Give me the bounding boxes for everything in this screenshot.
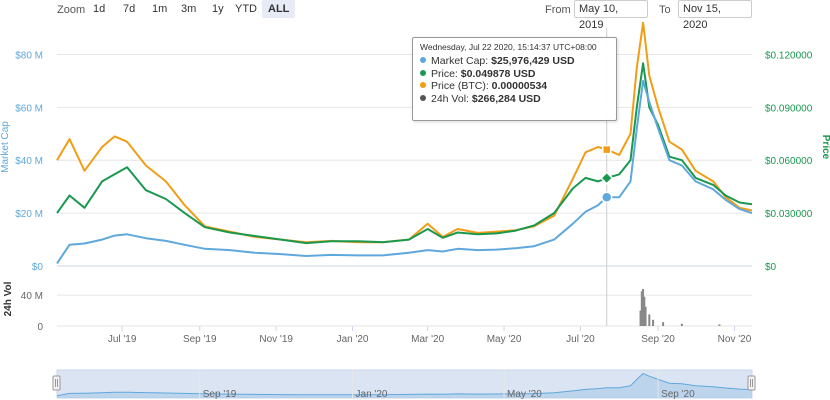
chart-tooltip: Wednesday, Jul 22 2020, 15:14:37 UTC+08:… [412, 37, 617, 121]
tooltip-row-market-cap: Market Cap: $25,976,429 USD [420, 55, 609, 68]
tooltip-row-price: Price: $0.049878 USD [420, 68, 609, 81]
price-dot-icon [420, 69, 426, 76]
x-axis-tick-label: Jul '20 [566, 334, 595, 345]
volume-axis-title: 24h Vol [3, 281, 14, 316]
tooltip-market-cap-value: $25,976,429 USD [491, 55, 575, 67]
right-axis-tick-label: $0.120000 [765, 50, 813, 61]
volume-axis-tick-label: 0 [37, 322, 43, 333]
price-btc-dot-icon [420, 82, 426, 88]
zoom-1y-button[interactable]: 1y [212, 3, 224, 15]
handle-grip [747, 375, 756, 391]
zoom-3m-button[interactable]: 3m [181, 3, 197, 15]
to-date-input[interactable]: Nov 15, 2020 [678, 0, 752, 31]
tooltip-volume-value: $266,284 USD [471, 92, 541, 105]
tooltip-row-volume: 24h Vol: $266,284 USD [420, 93, 609, 106]
tooltip-price-value: $0.049878 USD [460, 67, 536, 80]
volume-axis-tick-label: 40 M [21, 291, 43, 302]
x-axis-tick-label: Jul '19 [108, 334, 137, 345]
right-axis-tick-label: $0.090000 [765, 103, 813, 114]
volume-bar [642, 288, 645, 326]
zoom-1m-button[interactable]: 1m [152, 3, 168, 15]
volume-dot-icon [420, 94, 426, 101]
navigator-area [57, 373, 752, 398]
volume-bar [652, 319, 655, 326]
volume-bar [640, 291, 643, 326]
left-axis-tick-label: $40 M [15, 156, 43, 167]
from-date-input[interactable]: May 10, 2019 [574, 0, 648, 31]
navigator-tick-label: May '20 [507, 389, 542, 400]
navigator-tick-label: Sep '20 [661, 389, 695, 400]
right-axis-tick-label: $0.060000 [765, 156, 813, 167]
series-line-market-cap [56, 79, 753, 264]
tooltip-price-btc-label: Price (BTC): [431, 80, 489, 92]
tooltip-row-price-btc: Price (BTC): 0.00000534 [420, 80, 609, 93]
volume-bar [680, 323, 683, 326]
volume-bar [644, 306, 647, 326]
series-line-price-btc [56, 21, 753, 244]
to-label: To [659, 4, 671, 16]
left-axis-tick-label: $0 [32, 262, 44, 273]
zoom-ytd-button[interactable]: YTD [235, 3, 257, 15]
hover-marker-price [600, 171, 614, 185]
navigator-tick-label: Jan '20 [356, 389, 388, 400]
right-axis-title: Price [820, 135, 830, 160]
right-axis-tick-label: $0.030000 [765, 209, 813, 220]
zoom-all-button[interactable]: ALL [262, 0, 296, 18]
tooltip-header: Wednesday, Jul 22 2020, 15:14:37 UTC+08:… [420, 42, 597, 52]
left-axis-tick-label: $60 M [15, 103, 43, 114]
tooltip-volume-label: 24h Vol: [431, 92, 469, 105]
zoom-1d-button[interactable]: 1d [93, 3, 106, 15]
x-axis-tick-label: Jan '20 [337, 334, 369, 345]
volume-bar [662, 322, 665, 326]
volume-bar [639, 310, 642, 326]
hover-marker-price-btc [601, 144, 612, 155]
tooltip-market-cap-label: Market Cap: [431, 55, 489, 67]
navigator-tick-label: Sep '19 [203, 389, 237, 400]
handle-grip [52, 375, 61, 391]
volume-bar [718, 324, 721, 326]
x-axis-tick-label: Mar '20 [411, 334, 444, 345]
volume-bar [648, 314, 651, 326]
market-cap-dot-icon [420, 57, 426, 63]
navigator-left-handle[interactable] [52, 375, 61, 391]
tooltip-price-btc-value: 0.00000534 [491, 80, 548, 92]
left-axis-tick-label: $20 M [15, 209, 43, 220]
tooltip-price-label: Price: [431, 67, 458, 80]
from-label: From [545, 4, 571, 16]
right-axis-tick-label: $0 [765, 262, 777, 273]
x-axis-tick-label: Sep '20 [641, 334, 675, 345]
navigator-right-handle[interactable] [747, 375, 756, 391]
zoom-7d-button[interactable]: 7d [123, 3, 136, 15]
x-axis-tick-label: Sep '19 [183, 334, 217, 345]
volume-bar [643, 296, 646, 326]
left-axis-title: Market Cap [0, 121, 11, 173]
x-axis-tick-label: Nov '20 [718, 334, 752, 345]
series-line-price [56, 62, 753, 245]
left-axis-tick-label: $80 M [15, 50, 43, 61]
x-axis-tick-label: May '20 [487, 334, 522, 345]
zoom-label: Zoom [57, 4, 86, 16]
x-axis-tick-label: Nov '19 [259, 334, 293, 345]
hover-marker-market-cap [600, 191, 613, 204]
